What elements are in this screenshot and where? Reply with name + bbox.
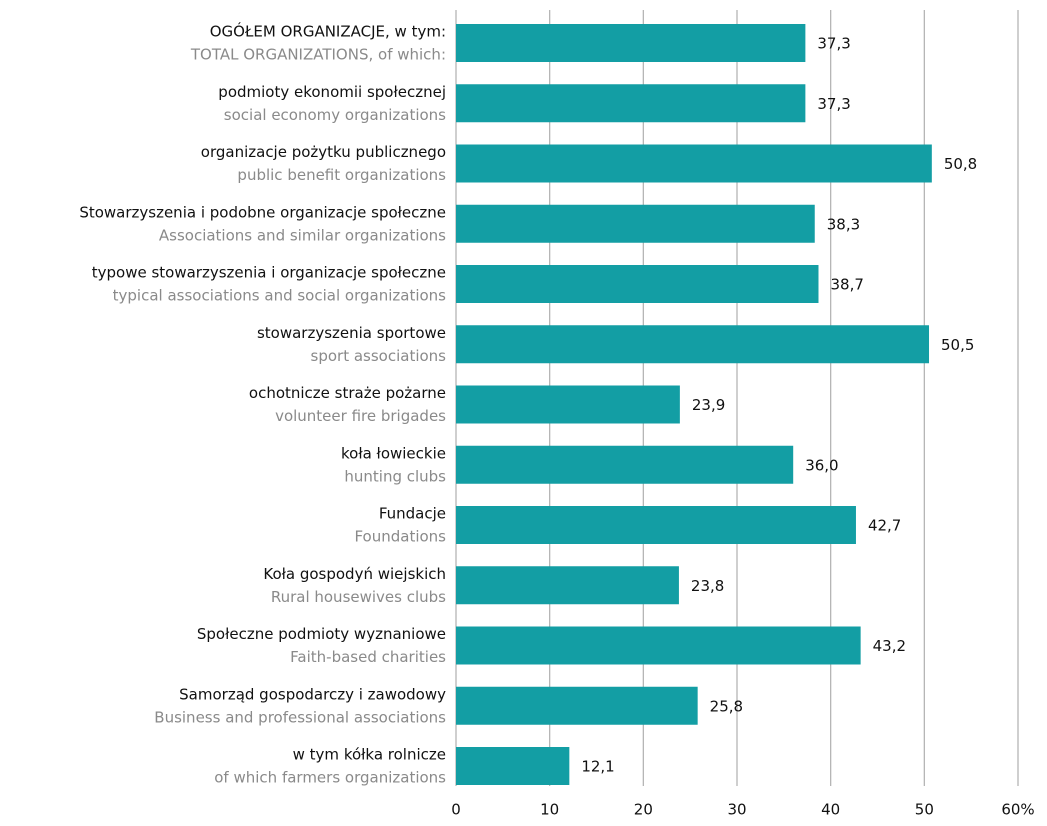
value-label: 23,9	[692, 396, 725, 414]
value-label: 43,2	[873, 637, 906, 655]
bar	[456, 506, 856, 544]
value-label: 25,8	[710, 697, 743, 715]
category-label-en: TOTAL ORGANIZATIONS, of which:	[190, 46, 446, 64]
category-label-en: public benefit organizations	[237, 166, 446, 184]
value-label: 50,8	[944, 155, 977, 173]
category-label-en: Foundations	[354, 528, 446, 546]
category-label-en: social economy organizations	[224, 106, 446, 124]
value-label: 38,7	[830, 276, 863, 294]
value-label: 50,5	[941, 336, 974, 354]
category-label: OGÓŁEM ORGANIZACJE, w tym:	[210, 22, 446, 41]
category-label: ochotnicze straże pożarne	[249, 384, 446, 402]
bar	[456, 84, 806, 123]
value-label: 42,7	[868, 517, 901, 535]
category-label: podmioty ekonomii społecznej	[218, 83, 446, 101]
category-label-en: typical associations and social organiza…	[113, 287, 447, 305]
bar	[456, 626, 861, 665]
category-label: Koła gospodyń wiejskich	[263, 565, 446, 583]
value-label: 36,0	[805, 456, 838, 474]
x-tick-label: 40	[821, 801, 840, 819]
category-label-en: Associations and similar organizations	[159, 226, 446, 244]
bar	[456, 24, 806, 62]
category-label: Fundacje	[379, 505, 446, 523]
category-label: Samorząd gospodarczy i zawodowy	[179, 685, 446, 703]
value-label: 23,8	[691, 577, 724, 595]
bar	[456, 747, 570, 785]
value-label: 37,3	[817, 95, 850, 113]
category-label-en: Rural housewives clubs	[271, 588, 446, 606]
bar	[456, 144, 932, 183]
bar	[456, 445, 794, 484]
category-label-en: Business and professional associations	[154, 708, 446, 726]
x-tick-label: 10	[540, 801, 559, 819]
bar	[456, 385, 680, 424]
category-label: organizacje pożytku publicznego	[201, 143, 446, 161]
category-label-en: Faith-based charities	[290, 648, 446, 666]
bar	[456, 204, 815, 243]
category-label: stowarzyszenia sportowe	[257, 324, 446, 342]
value-label: 37,3	[817, 35, 850, 53]
bar	[456, 566, 679, 605]
category-label-en: volunteer fire brigades	[275, 407, 446, 425]
x-tick-label: 30	[727, 801, 746, 819]
value-label: 12,1	[581, 758, 614, 776]
bar	[456, 325, 930, 364]
category-label: koła łowieckie	[341, 444, 446, 462]
x-tick-label: 60%	[1001, 801, 1034, 819]
category-label: typowe stowarzyszenia i organizacje społ…	[92, 264, 446, 282]
category-label-en: hunting clubs	[344, 467, 446, 485]
bar	[456, 686, 698, 725]
category-label: Stowarzyszenia i podobne organizacje spo…	[79, 203, 446, 221]
x-tick-label: 0	[451, 801, 461, 819]
category-label-en: of which farmers organizations	[214, 769, 446, 787]
category-label: w tym kółka rolnicze	[293, 746, 446, 764]
x-tick-label: 20	[634, 801, 653, 819]
x-tick-label: 50	[915, 801, 934, 819]
value-label: 38,3	[827, 215, 860, 233]
category-label: Społeczne podmioty wyznaniowe	[197, 625, 446, 643]
category-label-en: sport associations	[311, 347, 447, 365]
bar	[456, 265, 819, 303]
